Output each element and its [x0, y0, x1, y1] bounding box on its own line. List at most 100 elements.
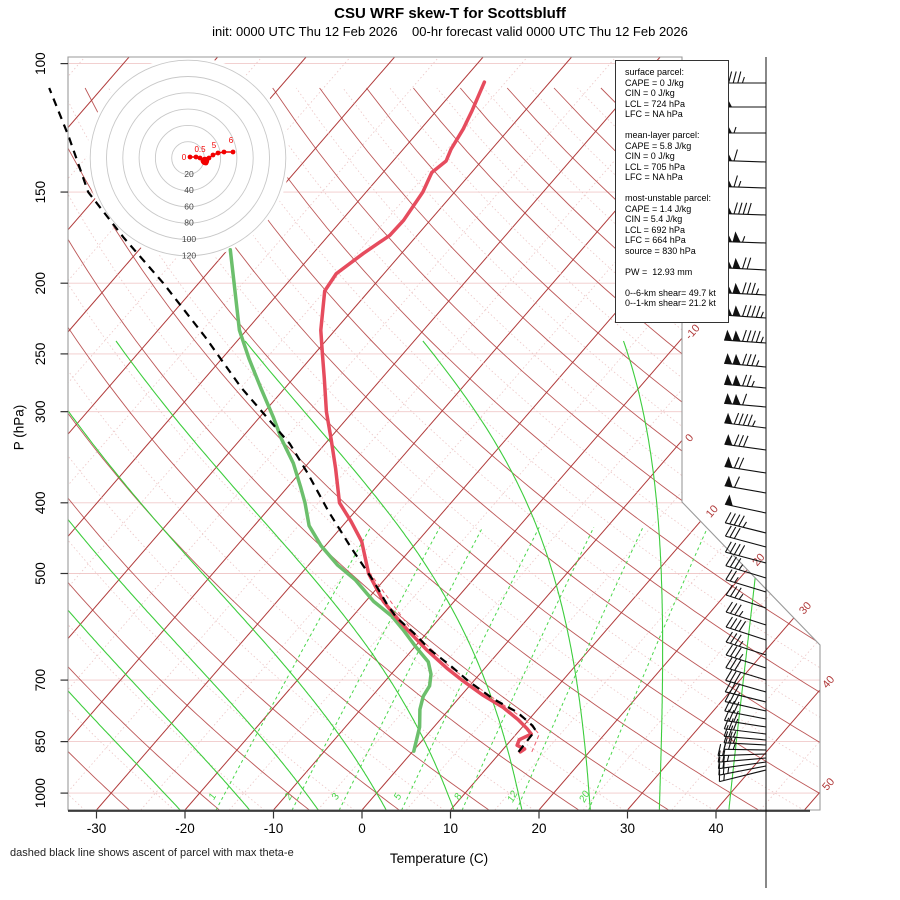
- wind-barb-full: [746, 305, 752, 317]
- isotherm-intermediate-line: [759, 57, 820, 810]
- hodograph-ring-label: 120: [182, 250, 196, 260]
- wind-barb-full: [733, 692, 741, 704]
- wind-barb-full: [742, 393, 748, 406]
- info-box-line: LCL = 724 hPa: [625, 98, 685, 109]
- pressure-tick-label: 100: [33, 52, 48, 75]
- wind-barb-full: [725, 601, 733, 613]
- wind-barb-half: [738, 640, 744, 647]
- wind-barb-half: [741, 236, 746, 243]
- wind-barb: [724, 525, 767, 548]
- wind-barb: [724, 374, 767, 389]
- dry-adiabat-line: [68, 87, 131, 810]
- wind-barb-pennant: [724, 494, 733, 506]
- wind-barb-staff: [724, 267, 767, 271]
- info-box-line: CAPE = 0 J/kg: [625, 77, 684, 88]
- wind-barb: [724, 700, 767, 720]
- wind-barb: [717, 756, 767, 770]
- isotherm-intermediate-line: [317, 57, 820, 810]
- wind-barb-full: [729, 658, 737, 670]
- info-box-line: LFC = 664 hPa: [625, 235, 686, 245]
- info-box-line: mean-layer parcel:: [625, 130, 700, 140]
- info-box-line: CIN = 0 J/kg: [625, 151, 675, 161]
- dry-adiabat-line: [788, 87, 820, 810]
- page-title: CSU WRF skew-T for Scottsbluff: [334, 5, 566, 22]
- moist-adiabat-line: [68, 340, 183, 810]
- hodograph-trace-cluster: [200, 156, 210, 166]
- wind-barb-full: [728, 737, 733, 750]
- hodograph-ring: [89, 59, 287, 257]
- pressure-tick-label: 850: [33, 730, 48, 753]
- wind-barb: [724, 690, 767, 712]
- wind-barb: [724, 541, 767, 564]
- dry-adiabat-intermediate-line: [68, 87, 805, 810]
- wind-barb-full: [732, 718, 739, 731]
- hodograph-ring: [106, 76, 270, 240]
- wind-barb: [724, 96, 766, 108]
- wind-barb: [725, 555, 767, 579]
- wind-barb-full: [746, 353, 752, 366]
- dry-adiabat-line: [68, 87, 310, 810]
- wind-barb: [725, 569, 767, 593]
- mixing-ratio-line: [401, 526, 540, 810]
- wind-barb-pennant: [724, 412, 733, 424]
- hodograph-trace-point: [197, 155, 203, 161]
- hodograph-trace-point: [193, 154, 199, 160]
- wind-barb: [724, 329, 767, 344]
- wind-barb-staff: [724, 339, 767, 344]
- wind-barb-full: [725, 631, 733, 643]
- wind-barb-staff: [725, 654, 767, 669]
- hodograph-ring: [138, 108, 238, 208]
- wind-barb: [725, 669, 767, 693]
- mixing-ratio-label: 2: [282, 791, 295, 802]
- hodograph-trace-point: [210, 152, 216, 158]
- wind-barb-full: [742, 413, 749, 426]
- info-box-line: CAPE = 1.4 J/kg: [625, 203, 692, 214]
- wind-barb-half: [727, 767, 730, 774]
- isotherm-line: [804, 57, 820, 810]
- wind-barb-pennant: [732, 282, 741, 294]
- wind-barb-full: [717, 750, 721, 763]
- wind-barb-full: [734, 604, 742, 616]
- wind-barb-full: [734, 660, 742, 671]
- wind-barb: [724, 456, 767, 474]
- wind-barb-full: [742, 257, 747, 269]
- wind-barb-full: [725, 584, 733, 596]
- hodograph-ring-label: 80: [184, 218, 194, 228]
- moist-adiabat-line: [68, 340, 388, 810]
- hodograph-trace-point: [215, 150, 221, 156]
- wind-barb-staff: [724, 185, 767, 189]
- isotherm-line: [627, 57, 820, 810]
- wind-barb-full: [746, 374, 752, 387]
- info-box-line: LFC = NA hPa: [625, 109, 683, 119]
- wind-barb-pennant: [724, 434, 733, 446]
- info-box-line: [625, 183, 725, 194]
- wind-barb-full: [732, 71, 737, 84]
- dry-adiabat-line: [319, 87, 820, 810]
- moist-adiabat-line: [622, 340, 664, 810]
- isotherm-label: 30: [797, 600, 814, 617]
- wind-barb-half: [741, 76, 745, 84]
- mixing-ratio-line: [461, 526, 595, 810]
- hodograph-ring-label: 60: [184, 201, 194, 211]
- wind-barb-full: [738, 620, 747, 632]
- pressure-tick-label: 300: [33, 400, 48, 423]
- y-axis-label: P (hPa): [11, 404, 27, 451]
- wind-barb-staff: [725, 641, 767, 656]
- moist-adiabat-line: [422, 340, 591, 810]
- wind-barb-staff: [724, 485, 767, 494]
- wind-barb-full: [729, 513, 736, 525]
- dry-adiabat-intermediate-line: [108, 87, 820, 810]
- wind-barb-full: [722, 749, 726, 762]
- wind-barb-full: [755, 330, 761, 343]
- wind-barb: [724, 434, 767, 451]
- temperature-tick-label: 0: [358, 821, 366, 836]
- dry-adiabat-line: [68, 87, 670, 810]
- wind-barb-full: [722, 762, 725, 775]
- wind-barb-full: [722, 743, 726, 756]
- dry-adiabat-line: [225, 87, 820, 810]
- dry-adiabat-intermediate-line: [155, 87, 820, 810]
- wind-barb: [724, 282, 767, 296]
- wind-barb-full: [742, 435, 749, 448]
- temperature-tick-label: 30: [620, 821, 635, 836]
- dry-adiabat-intermediate-line: [68, 87, 535, 810]
